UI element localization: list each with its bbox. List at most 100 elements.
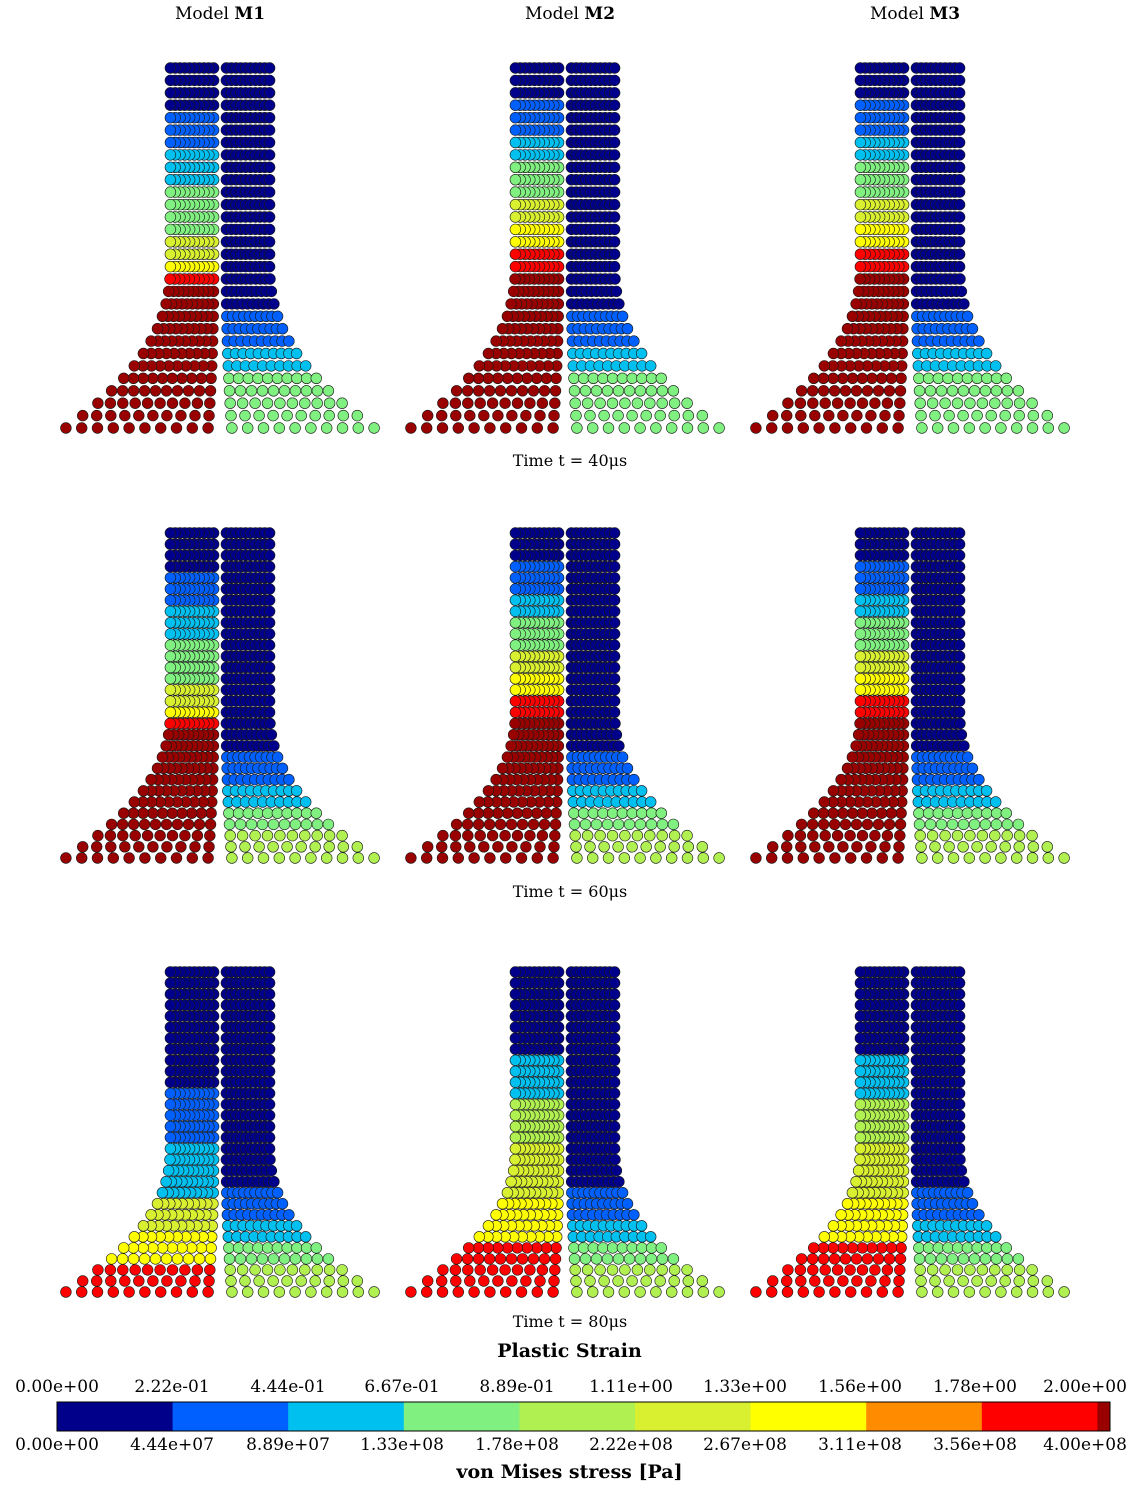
particle: [263, 650, 276, 662]
particle: [953, 124, 966, 136]
particle: [311, 818, 324, 831]
particle: [597, 1242, 609, 1254]
particle: [310, 1242, 322, 1254]
particle: [450, 409, 462, 422]
particle: [914, 397, 926, 409]
particle: [696, 841, 708, 853]
particle: [164, 639, 177, 651]
particle: [436, 1275, 448, 1287]
particle: [175, 841, 187, 853]
particle: [368, 1286, 380, 1298]
particle: [482, 1220, 495, 1232]
particle: [164, 717, 176, 730]
particle: [979, 852, 991, 864]
particle: [164, 223, 177, 236]
particle: [452, 1286, 464, 1298]
particle: [509, 650, 522, 662]
particle: [509, 527, 522, 539]
particle: [501, 1242, 514, 1254]
particle: [837, 841, 849, 853]
particle: [182, 1253, 195, 1265]
colorbar-segment: [981, 1402, 1098, 1431]
particle: [953, 706, 966, 718]
particle: [765, 422, 778, 434]
particle: [305, 1286, 317, 1298]
particle: [505, 1253, 518, 1265]
particle: [160, 1253, 173, 1265]
particle: [713, 852, 725, 864]
particle: [854, 161, 867, 174]
particle: [895, 372, 907, 384]
particle: [608, 977, 621, 989]
particle: [854, 695, 867, 707]
particle: [654, 841, 666, 853]
particle: [875, 807, 888, 819]
particle: [223, 372, 235, 384]
particle: [92, 1264, 104, 1276]
particle: [616, 372, 629, 384]
particle: [276, 323, 289, 335]
particle: [511, 397, 524, 409]
particle: [309, 409, 321, 422]
particle: [608, 594, 621, 606]
particle: [668, 841, 680, 853]
particle: [160, 818, 173, 831]
particle: [422, 1275, 434, 1287]
particle: [265, 728, 278, 741]
particle: [613, 1175, 625, 1188]
particle: [597, 372, 609, 384]
particle: [154, 1264, 166, 1276]
particle: [137, 347, 150, 360]
particle: [613, 298, 625, 310]
particle: [872, 385, 885, 397]
particle: [311, 1264, 323, 1276]
colorbar-segment: [288, 1402, 405, 1431]
particle: [509, 639, 522, 651]
particle: [473, 796, 485, 808]
particle: [569, 397, 581, 409]
particle: [608, 1054, 621, 1067]
particle: [1027, 841, 1040, 853]
particle: [860, 422, 873, 434]
particle: [1027, 409, 1040, 422]
particle: [193, 385, 206, 397]
particle: [883, 385, 896, 397]
particle: [608, 605, 621, 618]
particle: [973, 335, 985, 347]
particle: [964, 829, 976, 842]
particle: [819, 829, 831, 842]
particle: [105, 841, 117, 853]
particle: [271, 751, 284, 763]
particle: [516, 818, 529, 831]
particle: [509, 717, 521, 730]
particle: [117, 829, 129, 842]
particle: [322, 818, 335, 831]
particle: [156, 1186, 169, 1199]
particle: [926, 829, 939, 842]
particle: [521, 1242, 533, 1254]
particle: [164, 1120, 177, 1133]
particle: [147, 409, 159, 422]
particle: [645, 385, 658, 397]
particle: [616, 1186, 629, 1199]
particle: [608, 988, 621, 1000]
particle: [452, 422, 464, 434]
particle: [854, 124, 867, 136]
particle: [839, 385, 852, 397]
particle: [527, 385, 540, 397]
particle: [516, 1253, 529, 1265]
particle: [300, 807, 313, 819]
particle: [549, 1264, 561, 1276]
particle: [854, 583, 867, 595]
particle: [129, 829, 141, 842]
particle: [509, 149, 522, 161]
particle: [105, 818, 118, 831]
particle: [827, 807, 839, 819]
particle: [1010, 852, 1023, 864]
particle: [668, 409, 680, 422]
particle: [854, 136, 867, 149]
particle: [137, 1220, 150, 1232]
particle: [953, 223, 966, 236]
particle: [205, 1242, 217, 1254]
particle: [626, 1275, 638, 1287]
